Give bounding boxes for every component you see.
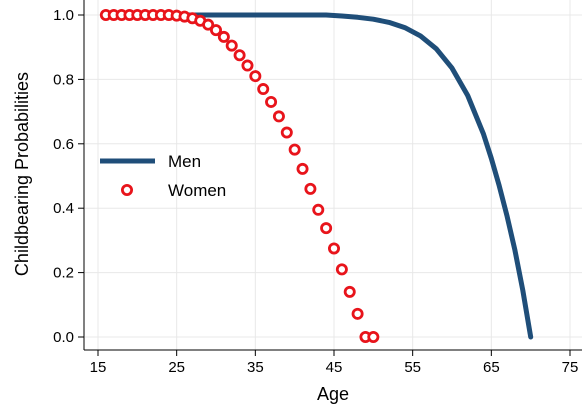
series-layer	[99, 8, 534, 343]
series-point-women	[320, 222, 333, 235]
legend-label-men: Men	[168, 152, 201, 171]
axes: 0.0 0.2 0.4 0.6 0.8 1.0 15 25 35 45 55 65 75	[53, 0, 582, 376]
x-tick-label: 35	[247, 359, 264, 376]
series-line-men	[103, 12, 534, 340]
y-tick-label: 1.0	[53, 7, 74, 24]
x-tick-label: 45	[326, 359, 343, 376]
series-point-women	[249, 70, 262, 83]
legend-label-women: Women	[168, 181, 226, 200]
x-tick-label: 15	[90, 359, 107, 376]
x-tick-label: 75	[562, 359, 579, 376]
series-point-women	[335, 263, 348, 276]
series-point-women	[209, 24, 222, 37]
y-tick-label: 0.2	[53, 265, 74, 282]
series-point-women	[327, 242, 340, 255]
series-point-women	[351, 307, 364, 320]
x-axis-title: Age	[317, 384, 349, 404]
series-point-women	[367, 330, 380, 343]
series-point-women	[280, 126, 293, 139]
series-point-women	[257, 83, 270, 96]
series-point-women	[217, 30, 230, 43]
series-point-women	[296, 162, 309, 175]
series-point-women	[272, 110, 285, 123]
series-point-women	[265, 95, 278, 108]
legend: Men Women	[100, 152, 226, 200]
legend-swatch-women	[121, 183, 134, 196]
y-axis-title: Childbearing Probabilities	[12, 72, 32, 276]
x-tick-label: 65	[483, 359, 500, 376]
series-point-women	[233, 49, 246, 62]
series-point-women	[241, 59, 254, 72]
series-point-women	[304, 182, 317, 195]
x-tick-label: 25	[168, 359, 185, 376]
series-point-women	[343, 285, 356, 298]
plot-area	[82, 0, 582, 350]
y-tick-label: 0.8	[53, 71, 74, 88]
series-point-women	[202, 18, 215, 31]
y-tick-label: 0.0	[53, 329, 74, 346]
y-tick-label: 0.6	[53, 136, 74, 153]
series-point-women	[288, 143, 301, 156]
y-tick-label: 0.4	[53, 200, 74, 217]
series-point-women	[225, 39, 238, 52]
x-tick-label: 55	[404, 359, 421, 376]
series-point-women	[312, 203, 325, 216]
